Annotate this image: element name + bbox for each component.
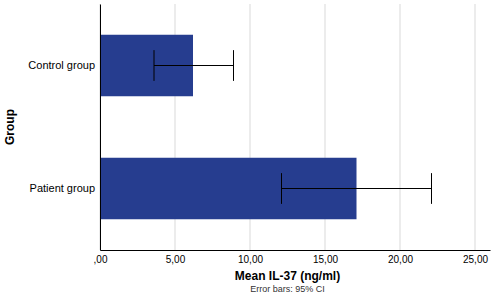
x-tick: 10,00: [238, 250, 263, 265]
x-tick-label: 10,00: [238, 254, 263, 265]
error-bar-cap: [281, 173, 282, 204]
error-bar-line: [154, 65, 234, 66]
y-tick-label: Patient group: [30, 182, 95, 194]
x-axis: ,00 5,00 10,00 15,00 20,00 25,00: [94, 250, 491, 265]
y-axis: Control group Patient group: [28, 5, 100, 251]
y-axis-title: Group: [3, 109, 17, 145]
error-bar: [282, 173, 432, 204]
x-tick: 25,00: [463, 250, 488, 265]
x-tick-label: 20,00: [388, 254, 413, 265]
x-tick-label: 5,00: [166, 254, 186, 265]
grid-line: [100, 4, 101, 250]
x-tick-label: 25,00: [463, 254, 488, 265]
plot: ,00 5,00 10,00 15,00 20,00 25,00 Control group…: [28, 4, 490, 265]
x-tick: 15,00: [313, 250, 338, 265]
error-bar-line: [282, 188, 432, 189]
x-tick-label: 15,00: [313, 254, 338, 265]
y-tick-label: Control group: [28, 59, 95, 71]
grid-line: [475, 4, 476, 250]
y-axis-line: [100, 5, 101, 251]
error-bar-cap: [154, 50, 155, 81]
x-axis-title: Mean IL-37 (ng/ml): [235, 269, 340, 283]
footnote: Error bars: 95% CI: [250, 284, 325, 294]
y-tick: Patient group: [30, 182, 100, 194]
x-tick: 20,00: [388, 250, 413, 265]
x-tick: ,00: [94, 250, 108, 265]
x-tick-label: ,00: [94, 254, 108, 265]
grid: [100, 4, 475, 250]
x-axis-line: [101, 250, 491, 251]
grid-line: [400, 4, 401, 250]
y-tick: Control group: [28, 59, 100, 71]
error-bar-cap: [431, 173, 432, 204]
chart: ,00 5,00 10,00 15,00 20,00 25,00 Control group…: [0, 0, 500, 294]
error-bar: [154, 50, 234, 81]
marks: [100, 35, 432, 220]
x-tick: 5,00: [166, 250, 186, 265]
error-bar-cap: [233, 50, 234, 81]
